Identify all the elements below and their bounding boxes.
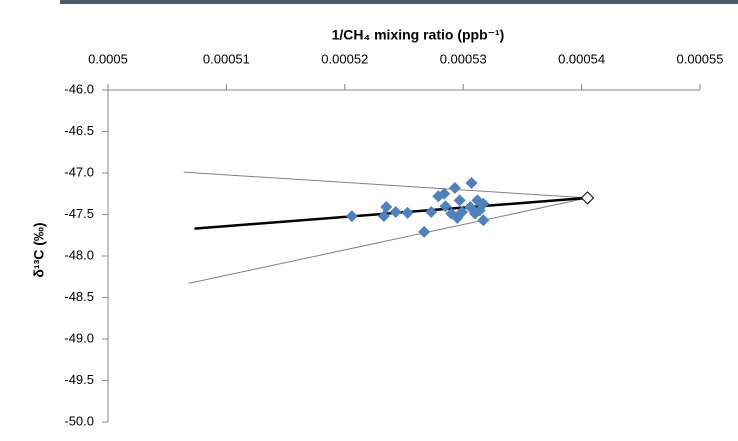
- data-point: [438, 187, 451, 200]
- y-tick-label: -46.0: [64, 81, 94, 96]
- x-tick-label: 0.00053: [440, 51, 487, 66]
- y-tick-label: -48.0: [64, 247, 94, 262]
- y-axis-label: δ¹³C (‰): [31, 222, 47, 277]
- trend-line: [183, 171, 588, 199]
- top-bar: [60, 0, 738, 4]
- data-point: [453, 194, 466, 207]
- data-point: [389, 206, 402, 219]
- y-tick-label: -49.5: [64, 372, 94, 387]
- y-tick-label: -47.5: [64, 206, 94, 221]
- data-point: [439, 200, 452, 213]
- trend-line: [188, 197, 588, 284]
- data-point: [448, 181, 461, 194]
- data-point: [477, 214, 490, 227]
- data-point: [418, 225, 431, 238]
- reference-point: [580, 191, 595, 205]
- y-tick-label: -48.5: [64, 289, 94, 304]
- y-tick-label: -50.0: [64, 413, 94, 428]
- data-point: [465, 176, 478, 189]
- data-point: [380, 201, 393, 214]
- data-point: [401, 206, 414, 219]
- x-tick-label: 0.00051: [203, 51, 250, 66]
- x-tick-label: 0.00054: [558, 51, 605, 66]
- data-point: [477, 197, 490, 210]
- data-point: [425, 206, 438, 219]
- data-point: [456, 206, 469, 219]
- chart-title: 1/CH₄ mixing ratio (ppb⁻¹): [332, 27, 505, 43]
- x-tick-label: 0.0005: [88, 51, 128, 66]
- x-tick-label: 0.00055: [677, 51, 724, 66]
- data-point: [377, 210, 390, 223]
- y-tick-label: -46.5: [64, 123, 94, 138]
- y-tick-label: -47.0: [64, 164, 94, 179]
- y-tick-label: -49.0: [64, 330, 94, 345]
- x-tick-label: 0.00052: [321, 51, 368, 66]
- data-point: [345, 210, 358, 223]
